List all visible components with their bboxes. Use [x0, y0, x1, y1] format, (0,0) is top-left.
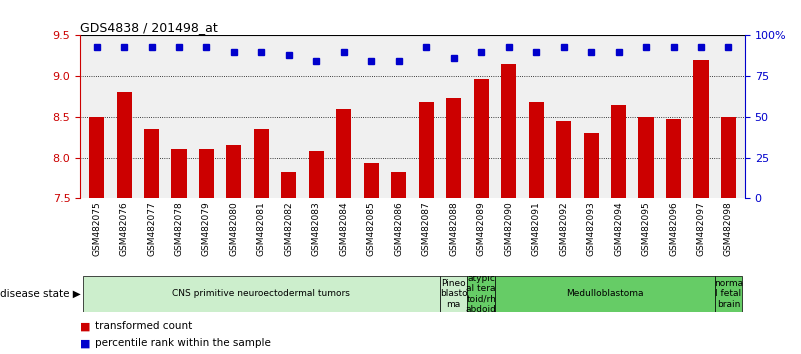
- Bar: [254, 129, 269, 198]
- Bar: [638, 117, 654, 198]
- Bar: [611, 104, 626, 198]
- Bar: [529, 102, 544, 198]
- Bar: [714, 276, 743, 312]
- Bar: [501, 64, 516, 198]
- Text: transformed count: transformed count: [95, 321, 191, 331]
- Text: norma
l fetal
brain: norma l fetal brain: [714, 279, 743, 309]
- Text: percentile rank within the sample: percentile rank within the sample: [95, 338, 271, 348]
- Bar: [721, 117, 736, 198]
- Bar: [309, 151, 324, 198]
- Bar: [144, 129, 159, 198]
- Bar: [227, 145, 241, 198]
- Bar: [440, 276, 468, 312]
- Bar: [419, 102, 434, 198]
- Bar: [468, 276, 495, 312]
- Bar: [336, 109, 352, 198]
- Bar: [473, 79, 489, 198]
- Bar: [584, 133, 598, 198]
- Text: disease state ▶: disease state ▶: [0, 289, 81, 299]
- Text: ■: ■: [80, 338, 94, 348]
- Bar: [171, 149, 187, 198]
- Bar: [666, 119, 681, 198]
- Text: GDS4838 / 201498_at: GDS4838 / 201498_at: [80, 21, 218, 34]
- Text: CNS primitive neuroectodermal tumors: CNS primitive neuroectodermal tumors: [172, 289, 350, 298]
- Bar: [391, 172, 406, 198]
- Bar: [364, 163, 379, 198]
- Text: Pineo
blasto
ma: Pineo blasto ma: [440, 279, 468, 309]
- Bar: [446, 98, 461, 198]
- Bar: [281, 172, 296, 198]
- Text: ■: ■: [80, 321, 94, 331]
- Bar: [199, 149, 214, 198]
- Bar: [694, 60, 709, 198]
- Bar: [83, 276, 440, 312]
- Bar: [89, 117, 104, 198]
- Text: atypic
al tera
toid/rh
abdoid: atypic al tera toid/rh abdoid: [465, 274, 497, 314]
- Bar: [116, 92, 131, 198]
- Bar: [556, 121, 571, 198]
- Text: Medulloblastoma: Medulloblastoma: [566, 289, 643, 298]
- Bar: [495, 276, 714, 312]
